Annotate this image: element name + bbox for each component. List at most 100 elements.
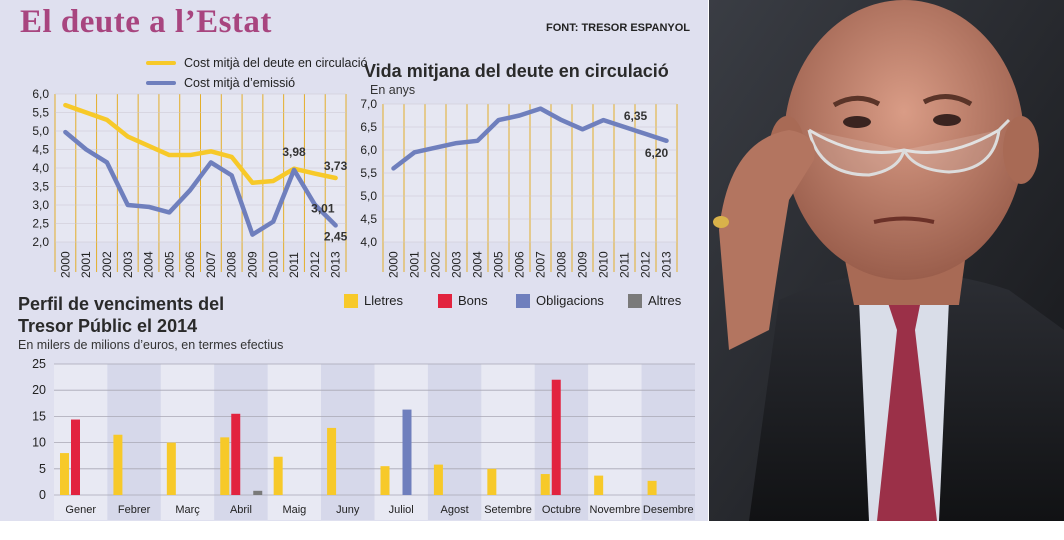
x-tick-label: 2008 — [555, 251, 569, 278]
legend-swatch-red — [438, 293, 452, 308]
x-tick-label: Febrer — [118, 504, 151, 516]
legend-line-blue — [146, 81, 176, 85]
month-band — [160, 364, 215, 520]
x-tick-label: Abril — [230, 504, 252, 516]
x-tick-label: Agost — [441, 504, 469, 516]
bar — [433, 464, 443, 495]
bar — [166, 442, 176, 495]
y-tick-label: 4,5 — [32, 143, 49, 157]
x-tick-label: 2004 — [471, 251, 485, 278]
photo-portrait — [709, 0, 1064, 521]
x-tick-label: 2008 — [225, 251, 239, 278]
line-chart-vida-mitjana: 7,0 6,5 6,0 5,5 5,0 4,5 4,0 2000 2001 2002 2003 200… — [360, 97, 678, 278]
data-label: 3,98 — [282, 145, 306, 159]
infographic-panel: El deute a l’Estat FONT: TRESOR ESPANYOL… — [0, 0, 708, 521]
y-tick-label: 20 — [32, 383, 46, 397]
chart-ylabel-anys: En anys — [370, 83, 416, 97]
legend-item-cost-circulacio: Cost mitjà del deute en circulació — [146, 56, 367, 70]
y-tick-label: 3,0 — [32, 198, 49, 212]
x-tick-label: 2005 — [162, 251, 176, 278]
x-tick-label: 2003 — [121, 251, 135, 278]
bar — [71, 419, 80, 495]
bar — [327, 427, 337, 495]
x-tick-label: Juliol — [389, 504, 414, 516]
x-tick-label: 2013 — [329, 251, 343, 278]
y-tick-label: 5,5 — [360, 166, 377, 180]
month-band — [54, 364, 108, 520]
portrait-image — [709, 0, 1064, 521]
y-tick-label: 15 — [32, 409, 46, 423]
series-line — [391, 106, 669, 171]
y-tick-label: 25 — [32, 357, 46, 371]
x-tick-label: Gener — [65, 504, 96, 516]
month-band — [267, 364, 322, 520]
data-label: 3,73 — [324, 159, 348, 173]
y-tick-label: 3,5 — [32, 180, 49, 194]
x-tick-label: 2012 — [308, 251, 322, 278]
y-tick-label: 10 — [32, 436, 46, 450]
y-tick-label: 2,5 — [32, 217, 49, 231]
month-band — [481, 364, 535, 520]
legend-label: Altres — [648, 293, 682, 308]
y-tick-label: 4,0 — [360, 235, 377, 249]
chart-title-vida-mitjana: Vida mitjana del deute en circulació — [364, 61, 669, 81]
y-tick-label: 2,0 — [32, 235, 49, 249]
data-label: 6,35 — [624, 109, 648, 123]
y-tick-label: 0 — [39, 488, 46, 502]
chart-title-perfil: Perfil de venciments del Tresor Públic e… — [18, 294, 225, 336]
x-tick-label: 2011 — [618, 252, 632, 278]
y-tick-label: 5,5 — [32, 106, 49, 120]
bar — [551, 379, 561, 495]
month-band — [427, 364, 482, 520]
bar — [647, 480, 657, 495]
page-title: El deute a l’Estat — [20, 4, 272, 40]
x-tick-label: 2013 — [660, 251, 674, 278]
legend-item-cost-emissio: Cost mitjà d’emissió — [146, 76, 295, 90]
y-tick-label: 6,0 — [32, 87, 49, 101]
bar — [220, 437, 230, 495]
x-tick-label: 2001 — [79, 251, 93, 278]
x-tick-label: 2012 — [639, 251, 653, 278]
legend-label: Lletres — [364, 293, 404, 308]
y-tick-label: 4,5 — [360, 212, 377, 226]
x-tick-label: 2002 — [429, 251, 443, 278]
month-band — [641, 364, 695, 520]
x-tick-label: 2007 — [204, 251, 218, 278]
month-band — [588, 364, 642, 520]
data-label: 3,01 — [311, 202, 335, 216]
bar — [487, 468, 497, 495]
bar — [113, 434, 123, 495]
y-tick-label: 7,0 — [360, 97, 377, 111]
x-tick-label: Juny — [336, 504, 360, 516]
x-tick-label: 2007 — [534, 251, 548, 278]
bar — [60, 453, 69, 495]
x-tick-label: 2010 — [266, 251, 280, 278]
x-tick-label: Octubre — [542, 504, 581, 516]
x-tick-label: 2004 — [142, 251, 156, 278]
data-label: 2,45 — [324, 229, 348, 243]
y-tick-label: 6,5 — [360, 120, 377, 134]
line-chart-cost: 6,0 5,5 5,0 4,5 4,0 3,5 3,0 2,5 2,0 2000 2001 2002 2… — [32, 87, 348, 278]
legend-label: Cost mitjà del deute en circulació — [184, 56, 368, 70]
bar — [380, 466, 390, 495]
legend-item-bons: Bons — [438, 293, 488, 308]
bar — [594, 475, 604, 495]
x-tick-label: 2001 — [408, 251, 422, 278]
series-line — [63, 102, 338, 186]
x-tick-label: Maig — [282, 504, 306, 516]
x-tick-label: Desembre — [643, 504, 694, 516]
y-tick-label: 5 — [39, 462, 46, 476]
bar — [402, 409, 412, 495]
bar — [273, 456, 283, 495]
x-tick-label: 2010 — [597, 251, 611, 278]
x-tick-label: 2009 — [245, 251, 259, 278]
legend-swatch-yellow — [344, 293, 358, 308]
legend-line-yellow — [146, 61, 176, 65]
y-tick-label: 5,0 — [360, 189, 377, 203]
legend-item-obligacions: Obligacions — [516, 293, 604, 308]
x-tick-label: 2003 — [450, 251, 464, 278]
legend-item-lletres: Lletres — [344, 293, 403, 308]
legend-swatch-grey — [628, 293, 642, 308]
legend-swatch-blue — [516, 293, 530, 308]
month-band — [374, 364, 428, 520]
